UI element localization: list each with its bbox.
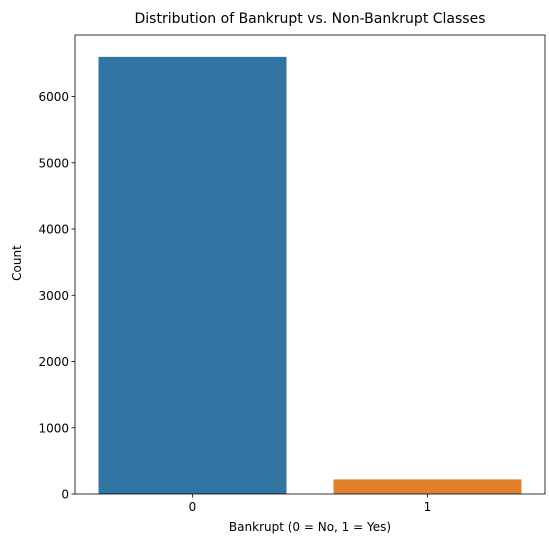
x-tick-label: 1 [424,500,432,514]
y-tick-label: 6000 [38,90,69,104]
y-tick-label: 5000 [38,156,69,170]
x-tick-label: 0 [189,500,197,514]
y-tick-label: 1000 [38,421,69,435]
y-tick-label: 2000 [38,355,69,369]
bars-layer [98,56,522,495]
bar-0 [98,56,287,495]
y-axis-label: Count [10,245,24,281]
bar-1 [333,479,522,494]
chart-title: Distribution of Bankrupt vs. Non-Bankrup… [135,11,486,27]
y-tick-label: 4000 [38,223,69,237]
plot-frame [74,34,546,495]
x-axis-label: Bankrupt (0 = No, 1 = Yes) [229,520,391,534]
axes-layer: 0 1000 2000 3000 4000 5000 6000 0 1 [38,34,546,514]
y-tick-label: 0 [61,488,69,502]
y-tick-label: 3000 [38,289,69,303]
